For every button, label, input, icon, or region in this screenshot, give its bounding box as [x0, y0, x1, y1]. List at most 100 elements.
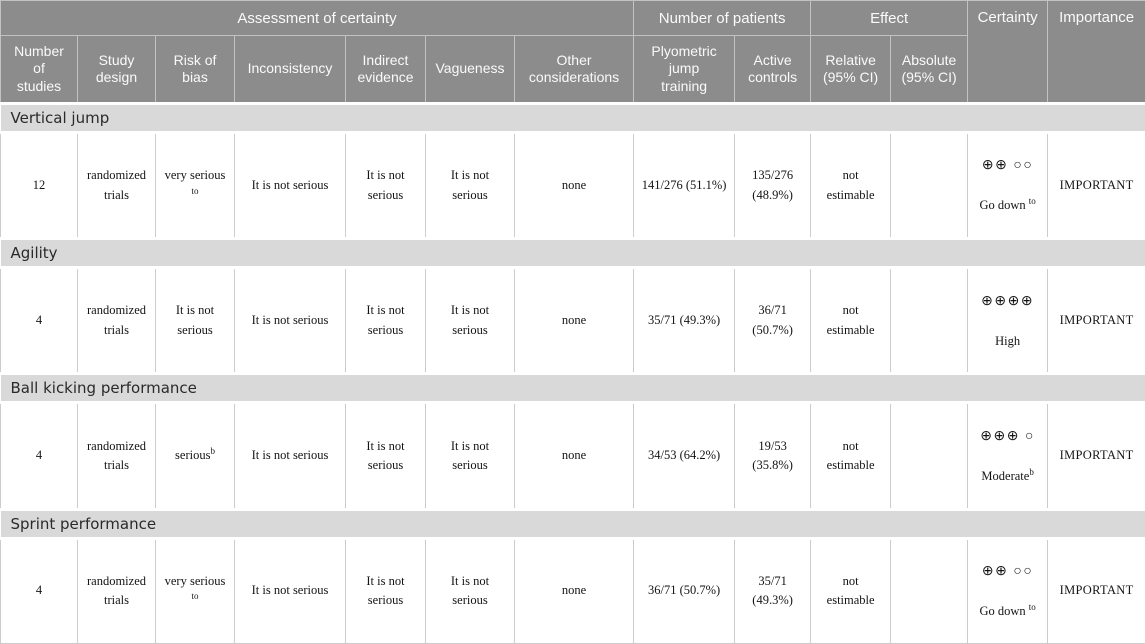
section-title: Agility	[1, 239, 1145, 268]
cell-number-of-studies: 4	[1, 538, 78, 643]
cell-absolute-effect	[891, 133, 968, 239]
cell-risk-of-bias: very serious to	[156, 538, 235, 643]
cell-inconsistency: It is not serious	[235, 268, 346, 374]
certainty-label: Go down to	[971, 196, 1044, 215]
section-row-ball-kicking-performance: Ball kicking performance	[1, 374, 1145, 403]
cell-other-considerations: none	[515, 133, 634, 239]
cell-number-of-studies: 12	[1, 133, 78, 239]
cell-study-design: randomized trials	[78, 403, 156, 509]
risk-footnote: to	[191, 185, 198, 195]
cell-active-controls: 135/276 (48.9%)	[735, 133, 811, 239]
cell-other-considerations: none	[515, 268, 634, 374]
cell-plyometric-jump-training: 141/276 (51.1%)	[634, 133, 735, 239]
cell-other-considerations: none	[515, 538, 634, 643]
cell-inconsistency: It is not serious	[235, 133, 346, 239]
cell-importance: IMPORTANT	[1048, 268, 1145, 374]
col-header-vagueness: Vagueness	[426, 36, 515, 104]
section-row-sprint-performance: Sprint performance	[1, 509, 1145, 538]
cell-study-design: randomized trials	[78, 268, 156, 374]
col-header-absolute-95ci: Absolute (95% CI)	[891, 36, 968, 104]
cell-certainty: ⊕⊕ ○○ Go down to	[968, 133, 1048, 239]
section-title: Vertical jump	[1, 104, 1145, 133]
cell-indirect-evidence: It is not serious	[346, 538, 426, 643]
group-header-number-of-patients: Number of patients	[634, 1, 811, 36]
cell-importance: IMPORTANT	[1048, 133, 1145, 239]
risk-text: very serious	[165, 168, 226, 182]
certainty-label: Moderateb	[971, 467, 1044, 486]
header-group-row: Assessment of certainty Number of patien…	[1, 1, 1145, 36]
col-header-other-considerations: Other considerations	[515, 36, 634, 104]
cell-other-considerations: none	[515, 403, 634, 509]
grade-symbols: ⊕⊕⊕ ○	[971, 426, 1044, 448]
cell-inconsistency: It is not serious	[235, 538, 346, 643]
col-header-inconsistency: Inconsistency	[235, 36, 346, 104]
cell-importance: IMPORTANT	[1048, 538, 1145, 643]
section-row-vertical-jump: Vertical jump	[1, 104, 1145, 133]
col-header-study-design: Study design	[78, 36, 156, 104]
cell-certainty: ⊕⊕⊕⊕ High	[968, 268, 1048, 374]
cell-number-of-studies: 4	[1, 268, 78, 374]
cell-study-design: randomized trials	[78, 538, 156, 643]
grade-symbols: ⊕⊕ ○○	[971, 561, 1044, 583]
cell-vagueness: It is not serious	[426, 538, 515, 643]
cell-certainty: ⊕⊕ ○○ Go down to	[968, 538, 1048, 643]
risk-text: It is not serious	[176, 303, 214, 336]
data-row-ball-kicking-performance: 4 randomized trials seriousb It is not s…	[1, 403, 1145, 509]
cell-importance: IMPORTANT	[1048, 403, 1145, 509]
cell-vagueness: It is not serious	[426, 403, 515, 509]
cell-risk-of-bias: It is not serious	[156, 268, 235, 374]
section-row-agility: Agility	[1, 239, 1145, 268]
cell-plyometric-jump-training: 34/53 (64.2%)	[634, 403, 735, 509]
grade-symbols: ⊕⊕⊕⊕	[971, 291, 1044, 313]
col-header-risk-of-bias: Risk of bias	[156, 36, 235, 104]
section-title: Sprint performance	[1, 509, 1145, 538]
section-title: Ball kicking performance	[1, 374, 1145, 403]
col-header-relative-95ci: Relative (95% CI)	[811, 36, 891, 104]
risk-footnote: to	[191, 591, 198, 601]
certainty-footnote: b	[1029, 467, 1034, 477]
certainty-footnote: to	[1029, 196, 1036, 206]
cell-plyometric-jump-training: 35/71 (49.3%)	[634, 268, 735, 374]
grade-symbols: ⊕⊕ ○○	[971, 155, 1044, 177]
col-header-plyometric-jump-training: Plyometric jump training	[634, 36, 735, 104]
cell-indirect-evidence: It is not serious	[346, 133, 426, 239]
cell-number-of-studies: 4	[1, 403, 78, 509]
risk-text: serious	[175, 448, 210, 462]
data-row-vertical-jump: 12 randomized trials very serious to It …	[1, 133, 1145, 239]
cell-risk-of-bias: seriousb	[156, 403, 235, 509]
col-header-active-controls: Active controls	[735, 36, 811, 104]
cell-inconsistency: It is not serious	[235, 403, 346, 509]
cell-active-controls: 35/71 (49.3%)	[735, 538, 811, 643]
col-header-importance: Importance	[1048, 1, 1145, 104]
cell-study-design: randomized trials	[78, 133, 156, 239]
col-header-indirect-evidence: Indirect evidence	[346, 36, 426, 104]
group-header-assessment-of-certainty: Assessment of certainty	[1, 1, 634, 36]
risk-footnote: b	[210, 446, 215, 456]
cell-indirect-evidence: It is not serious	[346, 268, 426, 374]
certainty-footnote: to	[1029, 602, 1036, 612]
certainty-label: High	[971, 332, 1044, 351]
cell-relative-effect: not estimable	[811, 538, 891, 643]
data-row-agility: 4 randomized trials It is not serious It…	[1, 268, 1145, 374]
cell-active-controls: 19/53 (35.8%)	[735, 403, 811, 509]
risk-text: very serious	[165, 574, 226, 588]
cell-vagueness: It is not serious	[426, 268, 515, 374]
cell-absolute-effect	[891, 268, 968, 374]
cell-relative-effect: not estimable	[811, 403, 891, 509]
cell-vagueness: It is not serious	[426, 133, 515, 239]
col-header-number-of-studies: Number of studies	[1, 36, 78, 104]
cell-absolute-effect	[891, 403, 968, 509]
cell-relative-effect: not estimable	[811, 133, 891, 239]
cell-relative-effect: not estimable	[811, 268, 891, 374]
col-header-certainty: Certainty	[968, 1, 1048, 104]
cell-risk-of-bias: very serious to	[156, 133, 235, 239]
cell-certainty: ⊕⊕⊕ ○ Moderateb	[968, 403, 1048, 509]
cell-indirect-evidence: It is not serious	[346, 403, 426, 509]
certainty-label: Go down to	[971, 602, 1044, 621]
cell-plyometric-jump-training: 36/71 (50.7%)	[634, 538, 735, 643]
cell-active-controls: 36/71 (50.7%)	[735, 268, 811, 374]
data-row-sprint-performance: 4 randomized trials very serious to It i…	[1, 538, 1145, 643]
cell-absolute-effect	[891, 538, 968, 643]
group-header-effect: Effect	[811, 1, 968, 36]
